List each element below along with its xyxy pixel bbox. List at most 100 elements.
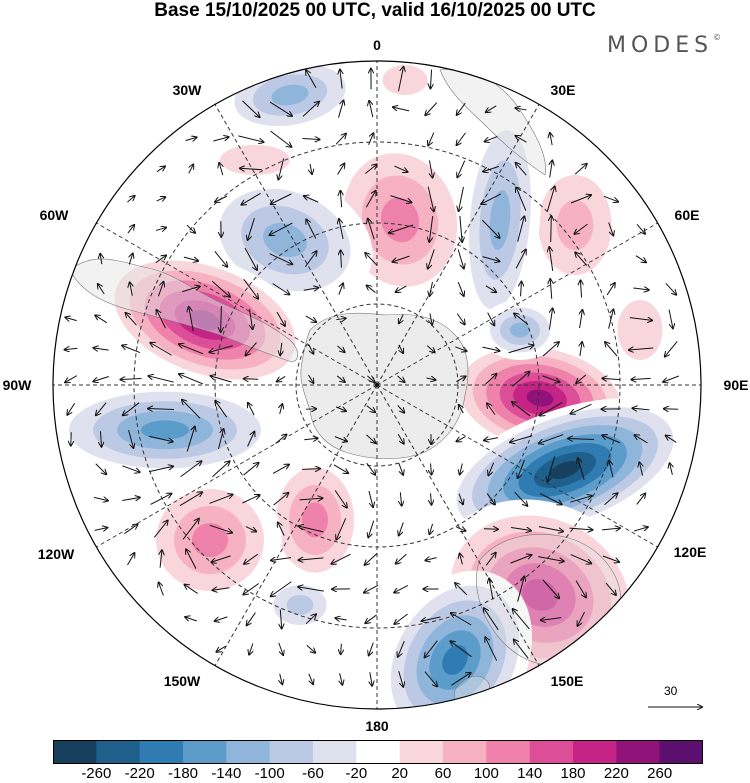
wind-vector [429, 523, 432, 534]
anomaly-contour [617, 300, 663, 360]
wind-vector [370, 672, 372, 685]
wind-vector [431, 463, 432, 474]
wind-vector [456, 376, 465, 383]
wind-vector [67, 402, 76, 415]
wind-vector [155, 228, 166, 231]
wind-vector [245, 526, 256, 532]
wind-vector [481, 193, 502, 204]
lon-label-150e: 150E [550, 673, 584, 689]
colorbar-segment [139, 740, 184, 764]
wind-vector [666, 436, 677, 443]
wind-vector [153, 521, 167, 538]
wind-vector [243, 463, 259, 476]
wind-vector [516, 187, 527, 211]
wind-vector [121, 378, 142, 379]
wind-vector [631, 378, 651, 379]
wind-vector [451, 673, 470, 686]
wind-vector [456, 436, 466, 442]
wind-vector [270, 222, 293, 235]
wind-vector [189, 307, 194, 332]
lon-label-30w: 30W [172, 82, 202, 98]
wind-vector [305, 614, 316, 625]
wind-vector [306, 644, 315, 652]
wind-vector [127, 553, 135, 566]
wind-vector [182, 400, 201, 419]
wind-vector [516, 163, 527, 176]
wind-vector [508, 345, 534, 354]
wind-vector [298, 587, 324, 592]
wind-vector [186, 224, 195, 233]
wind-vector [213, 588, 230, 591]
wind-vector [130, 282, 133, 296]
wind-vector [148, 409, 175, 410]
wind-vector [302, 102, 319, 117]
anomaly-contour [220, 145, 290, 175]
wind-vector [394, 584, 409, 592]
wind-vector [399, 344, 403, 353]
wind-vector [425, 558, 437, 561]
wind-vector [514, 491, 528, 506]
wind-vector [299, 558, 324, 560]
wind-vector [542, 375, 560, 382]
colorbar-segment [356, 740, 401, 764]
anomaly-contour [382, 65, 428, 95]
wind-vector [211, 376, 232, 383]
wind-vector [269, 253, 293, 265]
wind-vector [485, 637, 498, 661]
anomaly-contour [286, 595, 314, 615]
wind-vector [272, 465, 289, 474]
wind-vector [425, 102, 438, 115]
wind-vector [299, 526, 324, 533]
wind-vector [602, 378, 620, 379]
meridian-line [376, 222, 658, 386]
wind-vector [179, 344, 204, 355]
wind-vector [602, 435, 620, 444]
colorbar-segment [313, 740, 357, 764]
meridian-line [96, 222, 378, 386]
wind-vector [539, 434, 564, 444]
wind-vector [398, 641, 405, 657]
wind-vector [335, 406, 346, 411]
lon-label-150w: 150W [163, 673, 201, 689]
wind-vector [397, 375, 404, 382]
wind-vector [570, 403, 592, 413]
wind-vector [487, 312, 495, 326]
wind-vector [304, 251, 316, 268]
wind-vector [280, 404, 283, 415]
wind-vector [218, 429, 223, 450]
wind-vector [398, 67, 404, 92]
colorbar-segment [573, 740, 617, 764]
anomaly-contour [526, 389, 554, 407]
wind-vector [304, 438, 317, 440]
wind-vector [516, 136, 527, 143]
wind-vector [186, 427, 195, 452]
wind-vector [549, 247, 554, 271]
wind-vector [337, 164, 345, 175]
wind-vector [310, 163, 312, 174]
wind-vector [215, 616, 228, 621]
wind-vector [182, 286, 200, 293]
wind-vector [486, 105, 497, 112]
wind-vector [221, 306, 222, 332]
meridian-line [96, 384, 378, 548]
wind-vector [665, 282, 676, 294]
wind-vector [542, 579, 559, 598]
anomaly-contour [271, 84, 309, 106]
wind-vector [636, 223, 645, 233]
lon-label-120e: 120E [673, 544, 707, 560]
wind-vector [341, 250, 342, 268]
wind-vector [574, 164, 587, 175]
wind-vector [238, 135, 263, 142]
wind-vector [488, 462, 495, 476]
wind-vector [95, 315, 107, 324]
wind-vector [367, 375, 374, 382]
wind-vector [94, 528, 108, 531]
wind-vector [580, 310, 583, 329]
wind-vector [278, 158, 285, 179]
wind-vector [389, 224, 414, 233]
wind-vector [485, 374, 497, 385]
wind-vector [482, 219, 499, 238]
wind-vector [211, 280, 230, 297]
wind-vector [341, 643, 342, 654]
wind-vector [570, 496, 592, 503]
